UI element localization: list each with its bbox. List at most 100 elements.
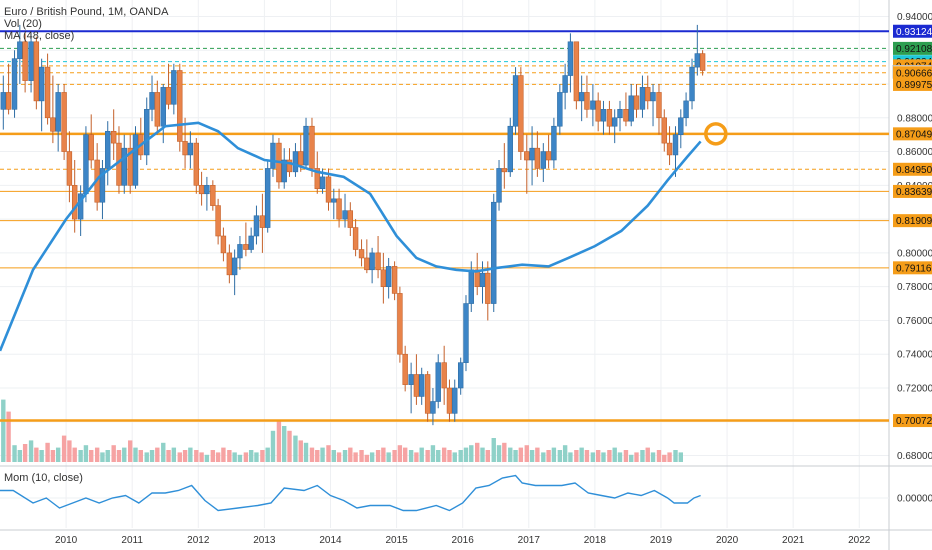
price-level-badge: 0.81909 bbox=[893, 214, 932, 227]
volume-bar bbox=[6, 411, 11, 462]
candle-body bbox=[606, 109, 613, 127]
price-level-label: 0.79116 bbox=[896, 263, 932, 274]
candle-body bbox=[352, 227, 359, 250]
candle-body bbox=[105, 130, 111, 169]
price-level-label: 0.87049 bbox=[896, 129, 932, 140]
moving-average-line bbox=[0, 121, 702, 352]
volume-bar bbox=[469, 445, 474, 462]
candle-body bbox=[210, 185, 216, 206]
candle-body bbox=[501, 168, 508, 173]
price-level-badge-bg bbox=[893, 41, 932, 55]
candle-body bbox=[397, 293, 403, 355]
price-level-label: 0.84950 bbox=[896, 165, 932, 176]
price-level-badge-bg bbox=[893, 261, 932, 275]
candle-body bbox=[518, 75, 524, 152]
candle-body bbox=[491, 201, 497, 304]
candle-body bbox=[628, 95, 634, 122]
volume-bar bbox=[276, 420, 282, 462]
volume-bar bbox=[502, 442, 507, 462]
volume-bar bbox=[303, 442, 309, 462]
candle-body bbox=[479, 272, 486, 287]
candle-body bbox=[237, 244, 243, 259]
volume-bar bbox=[111, 445, 116, 462]
volume-bar bbox=[617, 452, 623, 462]
volume-bar bbox=[436, 450, 441, 462]
candle-body bbox=[512, 75, 519, 127]
volume-bar bbox=[430, 445, 436, 462]
candle-body bbox=[507, 125, 513, 173]
price-level-badge-bg bbox=[893, 77, 932, 91]
candle-body bbox=[600, 109, 607, 122]
volume-bar bbox=[89, 450, 94, 462]
volume-bar bbox=[656, 450, 662, 462]
candle-body bbox=[110, 130, 117, 144]
candle-body bbox=[358, 249, 365, 259]
x-tick-label: 2019 bbox=[650, 535, 673, 546]
ma-indicator-label[interactable]: MA (48, close) bbox=[4, 30, 75, 42]
price-level-badge-bg bbox=[893, 214, 932, 228]
symbol-title[interactable]: Euro / British Pound, 1M, OANDA bbox=[4, 6, 169, 18]
volume-bar bbox=[12, 445, 17, 462]
x-tick-label: 2018 bbox=[584, 535, 607, 546]
candle-body bbox=[259, 215, 266, 228]
volume-bar bbox=[419, 447, 424, 462]
volume-bar bbox=[171, 447, 177, 462]
candle-body bbox=[468, 269, 474, 304]
price-level-label: 0.92108 bbox=[896, 44, 932, 55]
volume-bar bbox=[518, 447, 524, 462]
price-level-badge: 0.70072 bbox=[893, 414, 932, 427]
candle-body bbox=[342, 210, 348, 220]
volume-bar bbox=[402, 447, 408, 462]
candle-body bbox=[463, 303, 469, 363]
volume-bar bbox=[579, 447, 584, 462]
candle-body bbox=[132, 134, 139, 186]
candle-body bbox=[281, 159, 287, 183]
volume-bar bbox=[535, 447, 540, 462]
volume-bar bbox=[612, 447, 617, 462]
price-level-badge-bg bbox=[893, 414, 932, 428]
mom-indicator-label[interactable]: Mom (10, close) bbox=[4, 472, 83, 484]
volume-bar bbox=[17, 450, 23, 462]
price-level-badge: 0.84950 bbox=[893, 162, 932, 176]
volume-bar bbox=[72, 447, 77, 462]
volume-bar bbox=[128, 440, 133, 462]
x-tick-label: 2014 bbox=[319, 535, 342, 546]
candle-body bbox=[380, 269, 387, 287]
candle-body bbox=[557, 92, 563, 127]
volume-bar bbox=[50, 450, 56, 462]
candle-body bbox=[286, 159, 293, 173]
price-level-badge-bg bbox=[893, 66, 932, 80]
volume-bar bbox=[650, 452, 656, 462]
candle-body bbox=[331, 198, 337, 203]
candle-body bbox=[0, 92, 7, 110]
volume-bar bbox=[392, 450, 397, 462]
candle-body bbox=[699, 53, 706, 71]
x-tick-label: 2013 bbox=[253, 535, 276, 546]
candle-body bbox=[413, 374, 420, 397]
volume-bar bbox=[210, 450, 216, 462]
candle-body bbox=[408, 374, 414, 385]
vol-indicator-label[interactable]: Vol (20) bbox=[4, 18, 42, 30]
candle-body bbox=[88, 134, 94, 161]
y-tick-label: 0.68000 bbox=[897, 451, 932, 462]
volume-bar bbox=[508, 447, 513, 462]
volume-bar bbox=[199, 452, 204, 462]
volume-bar bbox=[397, 445, 403, 462]
volume-bar bbox=[513, 450, 518, 462]
volume-bar bbox=[144, 452, 149, 462]
volume-bar bbox=[458, 450, 463, 462]
candle-body bbox=[375, 252, 381, 271]
x-tick-label: 2017 bbox=[518, 535, 541, 546]
volume-bar bbox=[287, 430, 292, 462]
y-tick-label: 0.78000 bbox=[897, 282, 932, 293]
volume-bar bbox=[1, 399, 6, 462]
volume-bar bbox=[260, 450, 265, 462]
candle-body bbox=[424, 374, 431, 414]
volume-bar bbox=[342, 450, 348, 462]
volume-bar bbox=[270, 430, 276, 462]
volume-bar bbox=[227, 450, 232, 462]
volume-bar bbox=[78, 450, 83, 462]
x-tick-label: 2016 bbox=[452, 535, 475, 546]
candle-body bbox=[435, 362, 441, 402]
